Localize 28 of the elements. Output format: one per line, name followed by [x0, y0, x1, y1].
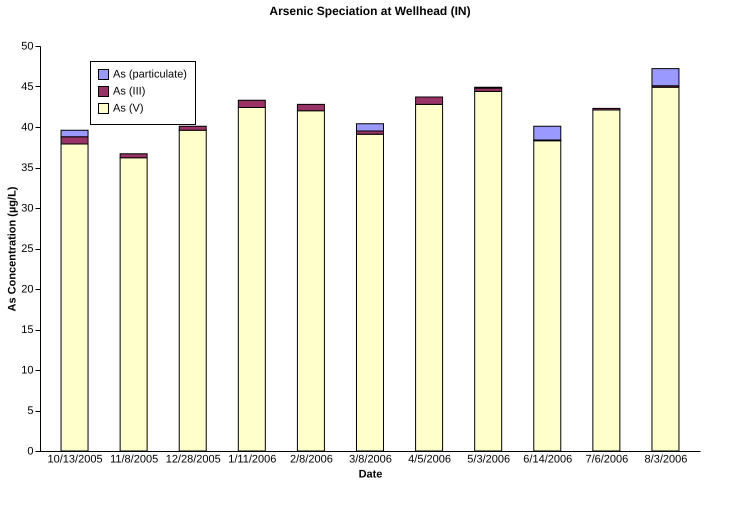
legend-label: As (III)	[113, 86, 146, 98]
chart-title: Arsenic Speciation at Wellhead (IN)	[269, 4, 471, 18]
x-tick-label: 11/8/2005	[110, 454, 158, 466]
legend-label: As (particulate)	[113, 68, 187, 80]
x-tick-label: 1/11/2006	[228, 454, 276, 466]
y-tick-label: 50	[21, 40, 34, 52]
y-tick-label: 0	[27, 446, 34, 458]
x-tick-label: 3/8/2006	[349, 454, 392, 466]
y-tick-label: 30	[21, 202, 34, 214]
y-axis-title: As Concentration (µg/L)	[6, 186, 18, 312]
y-tick-label: 10	[21, 364, 34, 376]
x-tick-label: 4/5/2006	[408, 454, 452, 466]
x-tick-label: 5/3/2006	[467, 454, 510, 466]
y-tick-label: 15	[21, 324, 34, 336]
x-tick-label: 12/28/2005	[166, 454, 221, 466]
x-tick-label: 7/6/2006	[585, 454, 628, 466]
x-tick-label: 8/3/2006	[644, 454, 688, 466]
y-tick-label: 20	[21, 284, 34, 296]
y-tick-label: 40	[21, 122, 34, 134]
x-tick-label: 2/8/2006	[290, 454, 333, 466]
y-tick-label: 5	[27, 405, 34, 417]
x-tick-label: 6/14/2006	[523, 454, 572, 466]
x-axis-title: Date	[358, 468, 382, 480]
legend-label: As (V)	[113, 102, 144, 114]
y-tick-label: 45	[21, 81, 34, 93]
x-tick-label: 10/13/2005	[48, 454, 103, 466]
y-tick-label: 35	[21, 162, 34, 174]
y-tick-label: 25	[21, 243, 34, 255]
